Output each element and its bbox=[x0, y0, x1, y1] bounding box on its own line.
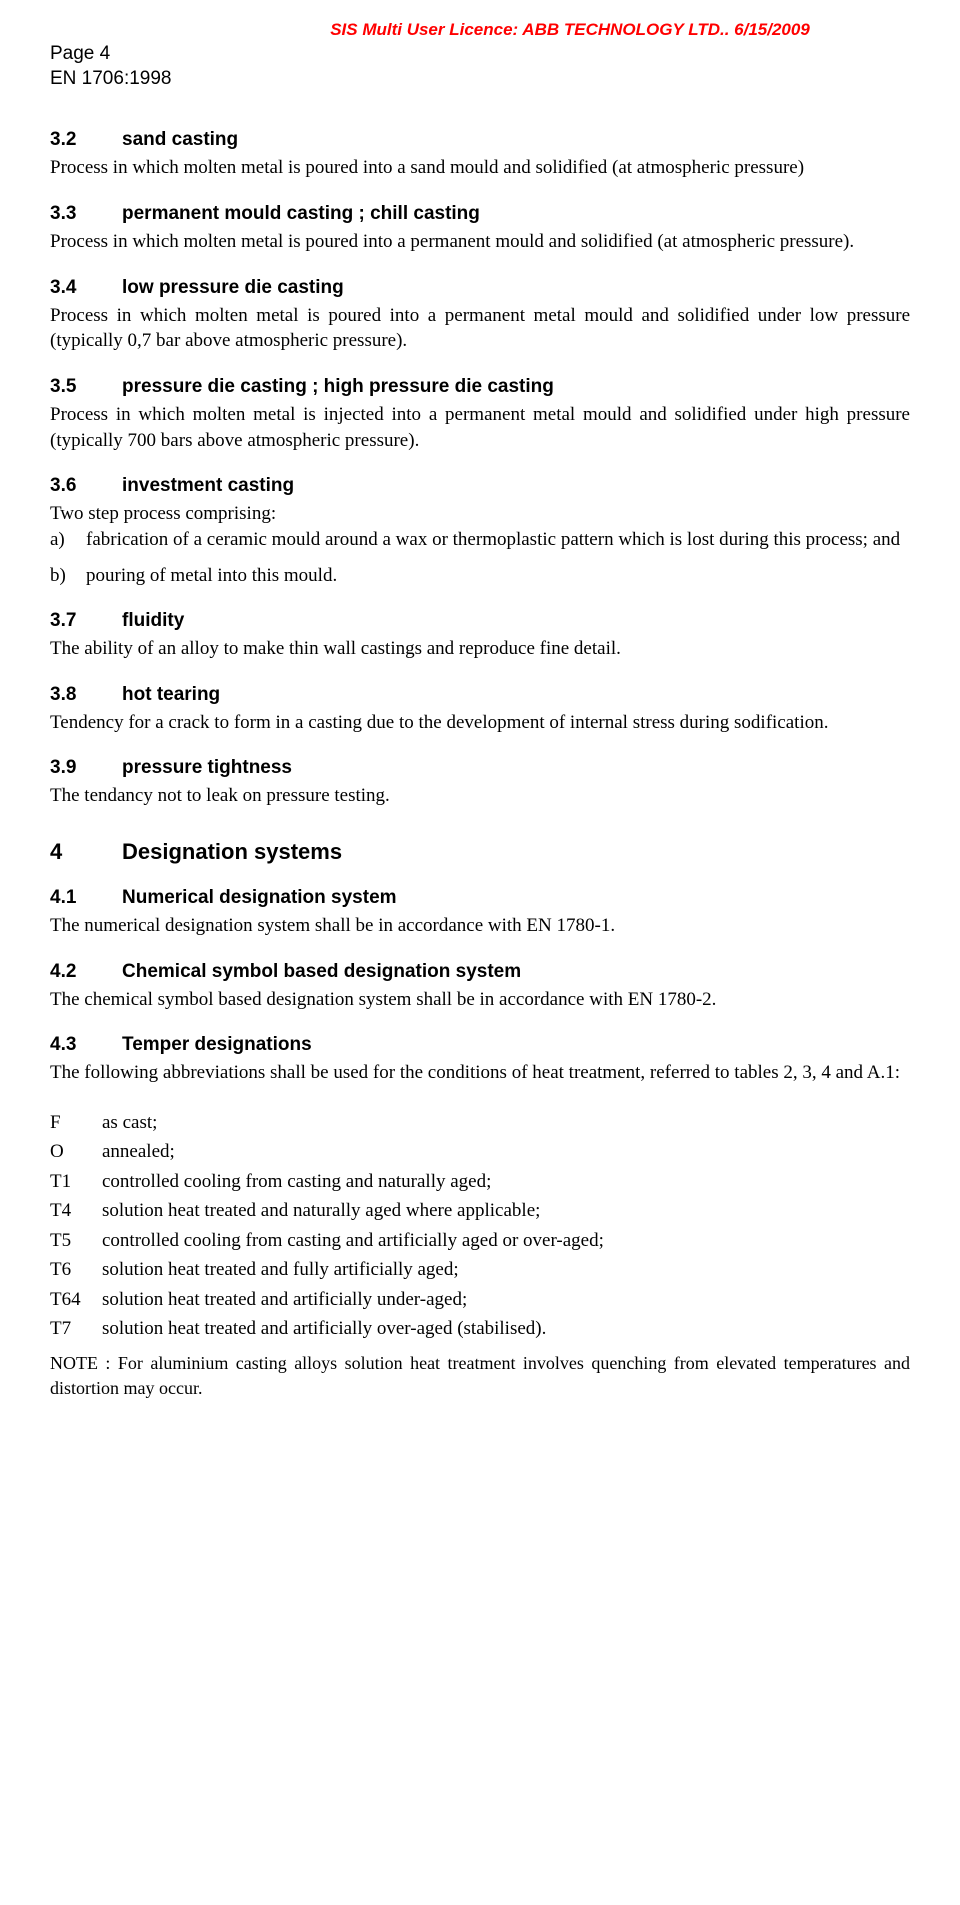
subsection-body: The numerical designation system shall b… bbox=[50, 913, 910, 939]
temper-row: T5controlled cooling from casting and ar… bbox=[50, 1226, 910, 1255]
section-title: permanent mould casting ; chill casting bbox=[122, 203, 480, 224]
subsection-body: The following abbreviations shall be use… bbox=[50, 1060, 910, 1086]
section-heading: 3.2sand casting bbox=[50, 129, 910, 151]
temper-row: T1controlled cooling from casting and na… bbox=[50, 1167, 910, 1196]
subsection: 4.2Chemical symbol based designation sys… bbox=[50, 961, 910, 1013]
section-title: investment casting bbox=[122, 475, 294, 496]
section: 3.7fluidity The ability of an alloy to ma… bbox=[50, 610, 910, 662]
section-body: Process in which molten metal is injecte… bbox=[50, 402, 910, 453]
section-body: Process in which molten metal is poured … bbox=[50, 155, 910, 181]
temper-code: T64 bbox=[50, 1285, 102, 1314]
chapter-title: Designation systems bbox=[122, 839, 342, 864]
temper-description: as cast; bbox=[102, 1108, 910, 1137]
temper-code: F bbox=[50, 1108, 102, 1137]
subsection-number: 4.3 bbox=[50, 1034, 122, 1056]
page-info: Page 4 EN 1706:1998 bbox=[50, 42, 910, 91]
subsection-heading: 4.1Numerical designation system bbox=[50, 887, 910, 909]
section-body: The ability of an alloy to make thin wal… bbox=[50, 636, 910, 662]
subsection-title: Temper designations bbox=[122, 1034, 312, 1055]
temper-row: T64solution heat treated and artificiall… bbox=[50, 1285, 910, 1314]
section-number: 3.3 bbox=[50, 203, 122, 225]
section-body: Process in which molten metal is poured … bbox=[50, 229, 910, 255]
section: 3.2sand casting Process in which molten m… bbox=[50, 129, 910, 181]
temper-code: T4 bbox=[50, 1196, 102, 1225]
temper-row: T6solution heat treated and fully artifi… bbox=[50, 1255, 910, 1284]
list-marker: b) bbox=[50, 563, 86, 589]
note-text: NOTE : For aluminium casting alloys solu… bbox=[50, 1351, 910, 1400]
section: 3.8hot tearing Tendency for a crack to fo… bbox=[50, 684, 910, 736]
section: 3.6investment casting Two step process co… bbox=[50, 475, 910, 588]
section: 3.5pressure die casting ; high pressure … bbox=[50, 376, 910, 453]
temper-row: Oannealed; bbox=[50, 1137, 910, 1166]
subsection-number: 4.1 bbox=[50, 887, 122, 909]
section-title: hot tearing bbox=[122, 684, 220, 705]
subsection-heading: 4.2Chemical symbol based designation sys… bbox=[50, 961, 910, 983]
list-text: pouring of metal into this mould. bbox=[86, 563, 910, 589]
temper-code: T6 bbox=[50, 1255, 102, 1284]
section-heading: 3.9pressure tightness bbox=[50, 757, 910, 779]
subsection-title: Numerical designation system bbox=[122, 887, 397, 908]
temper-code: T5 bbox=[50, 1226, 102, 1255]
list-text: fabrication of a ceramic mould around a … bbox=[86, 527, 910, 553]
temper-row: T7solution heat treated and artificially… bbox=[50, 1314, 910, 1343]
section-number: 3.7 bbox=[50, 610, 122, 632]
section-title: pressure tightness bbox=[122, 757, 292, 778]
subsection: 4.3Temper designations The following abbr… bbox=[50, 1034, 910, 1086]
temper-code: T1 bbox=[50, 1167, 102, 1196]
chapter-number: 4 bbox=[50, 839, 122, 865]
temper-description: controlled cooling from casting and natu… bbox=[102, 1167, 910, 1196]
temper-row: Fas cast; bbox=[50, 1108, 910, 1137]
temper-row: T4solution heat treated and naturally ag… bbox=[50, 1196, 910, 1225]
section-heading: 3.7fluidity bbox=[50, 610, 910, 632]
section-number: 3.2 bbox=[50, 129, 122, 151]
section-title: fluidity bbox=[122, 610, 184, 631]
list-item: b)pouring of metal into this mould. bbox=[50, 563, 910, 589]
subsection: 4.1Numerical designation system The numer… bbox=[50, 887, 910, 939]
temper-description: solution heat treated and artificially u… bbox=[102, 1285, 910, 1314]
standard-id: EN 1706:1998 bbox=[50, 67, 910, 92]
section-body: Tendency for a crack to form in a castin… bbox=[50, 710, 910, 736]
subsection-number: 4.2 bbox=[50, 961, 122, 983]
chapter-heading: 4Designation systems bbox=[50, 839, 910, 865]
section-heading: 3.3permanent mould casting ; chill casti… bbox=[50, 203, 910, 225]
section-number: 3.9 bbox=[50, 757, 122, 779]
section-title: low pressure die casting bbox=[122, 277, 344, 298]
section-title: sand casting bbox=[122, 129, 238, 150]
temper-description: solution heat treated and artificially o… bbox=[102, 1314, 910, 1343]
subsection-title: Chemical symbol based designation system bbox=[122, 961, 521, 982]
section-number: 3.8 bbox=[50, 684, 122, 706]
list-marker: a) bbox=[50, 527, 86, 553]
section: 3.4low pressure die casting Process in wh… bbox=[50, 277, 910, 354]
temper-description: controlled cooling from casting and arti… bbox=[102, 1226, 910, 1255]
section: 3.9pressure tightness The tendancy not to… bbox=[50, 757, 910, 809]
subsection-heading: 4.3Temper designations bbox=[50, 1034, 910, 1056]
section-heading: 3.8hot tearing bbox=[50, 684, 910, 706]
section: 3.3permanent mould casting ; chill casti… bbox=[50, 203, 910, 255]
temper-code: T7 bbox=[50, 1314, 102, 1343]
section-heading: 3.4low pressure die casting bbox=[50, 277, 910, 299]
section-number: 3.4 bbox=[50, 277, 122, 299]
section-title: pressure die casting ; high pressure die… bbox=[122, 376, 554, 397]
section-heading: 3.6investment casting bbox=[50, 475, 910, 497]
subsection-body: The chemical symbol based designation sy… bbox=[50, 987, 910, 1013]
section-body: Two step process comprising: bbox=[50, 501, 910, 527]
page-number: Page 4 bbox=[50, 42, 910, 67]
temper-description: annealed; bbox=[102, 1137, 910, 1166]
temper-description: solution heat treated and fully artifici… bbox=[102, 1255, 910, 1284]
section-number: 3.5 bbox=[50, 376, 122, 398]
section-heading: 3.5pressure die casting ; high pressure … bbox=[50, 376, 910, 398]
section-body: Process in which molten metal is poured … bbox=[50, 303, 910, 354]
license-header: SIS Multi User Licence: ABB TECHNOLOGY L… bbox=[230, 20, 910, 40]
temper-description: solution heat treated and naturally aged… bbox=[102, 1196, 910, 1225]
section-number: 3.6 bbox=[50, 475, 122, 497]
temper-code: O bbox=[50, 1137, 102, 1166]
list-item: a)fabrication of a ceramic mould around … bbox=[50, 527, 910, 553]
section-body: The tendancy not to leak on pressure tes… bbox=[50, 783, 910, 809]
